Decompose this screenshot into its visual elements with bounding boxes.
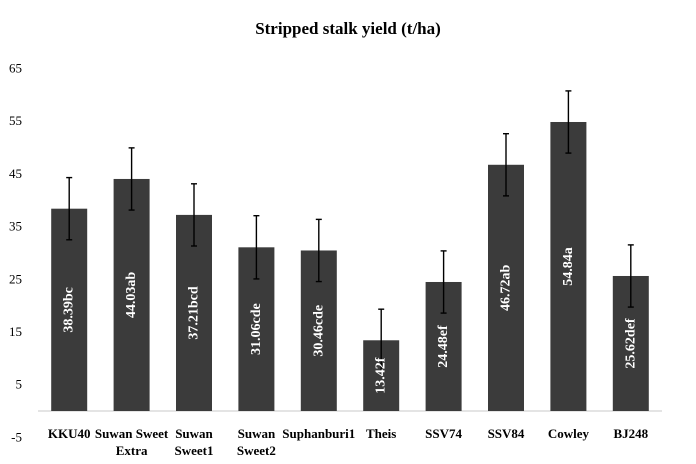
data-label: 44.03ab xyxy=(124,272,139,319)
x-category-label: SSV84 xyxy=(488,426,525,441)
error-bar xyxy=(315,218,322,283)
error-bar xyxy=(191,183,197,247)
x-category-label: Theis xyxy=(366,426,396,441)
error-bar xyxy=(66,176,73,241)
bar xyxy=(550,121,587,412)
data-label: 54.84a xyxy=(561,247,576,286)
x-category-label: Cowley xyxy=(548,426,590,441)
data-label: 31.06cde xyxy=(249,303,264,355)
bar xyxy=(51,208,88,411)
y-tick-label: -5 xyxy=(11,429,22,444)
bar xyxy=(488,164,524,411)
y-tick-label: 65 xyxy=(9,60,22,75)
x-category-label: SSV74 xyxy=(425,426,462,441)
bar xyxy=(176,214,212,411)
x-category-label: Suphanburi1 xyxy=(282,426,355,441)
data-label: 13.42f xyxy=(374,357,389,394)
error-bar xyxy=(627,244,634,308)
x-category-label: Sweet2 xyxy=(237,443,276,458)
x-category-label: Suwan Sweet xyxy=(95,426,169,441)
y-tick-label: 45 xyxy=(9,166,22,181)
bar xyxy=(113,178,150,411)
y-tick-label: 15 xyxy=(9,324,22,339)
label-layer: 38.39bc KKU40 44.03ab Suwan Sweet Extra 37.21… xyxy=(48,247,649,458)
data-label: 25.62def xyxy=(623,318,638,369)
y-tick-label: 5 xyxy=(16,377,23,392)
error-bar xyxy=(253,214,260,280)
y-tick-label: 25 xyxy=(9,271,22,286)
x-category-label: BJ248 xyxy=(613,426,648,441)
data-label: 38.39bc xyxy=(62,287,77,333)
y-tick-label: 55 xyxy=(9,113,22,128)
data-label: 24.48ef xyxy=(436,325,451,368)
x-category-label: Sweet1 xyxy=(175,443,214,458)
error-bar xyxy=(128,147,135,211)
error-bar xyxy=(440,250,447,314)
chart-title: Stripped stalk yield (t/ha) xyxy=(255,19,441,38)
x-category-label: Extra xyxy=(116,443,148,458)
data-label: 46.72ab xyxy=(499,265,514,312)
error-bar xyxy=(503,132,509,197)
data-label: 37.21bcd xyxy=(187,286,202,340)
bar-layer xyxy=(51,90,649,412)
error-bar xyxy=(378,308,385,373)
data-label: 30.46cde xyxy=(311,305,326,357)
error-bar xyxy=(565,90,572,154)
x-category-label: Suwan xyxy=(238,426,276,441)
y-tick-label: 35 xyxy=(9,219,22,234)
x-category-label: Suwan xyxy=(175,426,213,441)
x-category-label: KKU40 xyxy=(48,426,91,441)
